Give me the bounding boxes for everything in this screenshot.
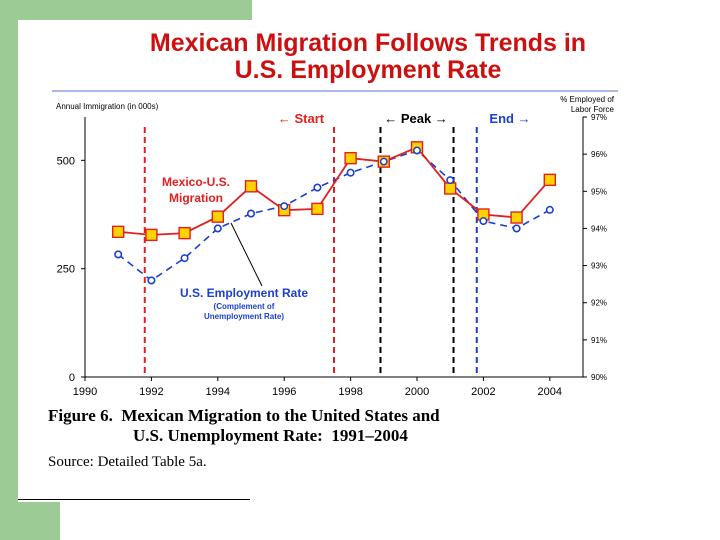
migration-point-1991 — [111, 225, 125, 239]
right-tick-label: 94% — [591, 224, 607, 233]
frame-top-bar — [0, 0, 252, 20]
employment-series-line — [117, 149, 551, 282]
migration-label-1: Mexico-U.S. — [162, 175, 230, 189]
employment-point-top-2003 — [512, 224, 521, 233]
annotation-start: ← Start — [278, 111, 325, 126]
right-axis-label-2: Labor Force — [571, 105, 615, 114]
employment-point-top-1995 — [247, 209, 255, 218]
employment-point-top-2004 — [545, 205, 554, 214]
left-axis-ticks: 0 250 500 — [57, 155, 85, 384]
migration-point-2004 — [543, 173, 556, 187]
employment-label-pointer — [230, 222, 263, 287]
series-layer — [111, 141, 556, 285]
migration-point-1997 — [311, 202, 324, 216]
x-tick-label: 2002 — [471, 386, 495, 398]
employment-point-top-1992 — [147, 276, 156, 285]
right-tick-label: 93% — [591, 262, 607, 271]
frame-left-bar — [0, 0, 18, 540]
caption-line-1: Figure 6. Mexican Migration to the Unite… — [48, 406, 440, 425]
employment-note-1: (Complement of — [214, 302, 275, 311]
footer-rule — [18, 499, 250, 500]
employment-point-top-1997 — [313, 183, 322, 192]
x-tick-label: 1992 — [139, 386, 163, 398]
left-tick-label: 250 — [57, 264, 75, 276]
x-axis-ticks: 1990 1992 1994 1996 1998 2000 2002 2004 — [73, 377, 562, 398]
migration-point-1998 — [344, 151, 357, 165]
employment-point-top-1999 — [379, 157, 388, 166]
employment-point-top-2002 — [479, 217, 488, 225]
x-tick-label: 1990 — [73, 386, 97, 398]
caption-line-2: U.S. Unemployment Rate: 1991–2004 — [133, 426, 408, 445]
right-tick-label: 92% — [591, 299, 607, 308]
right-tick-label: 91% — [591, 336, 607, 345]
employment-point-top-1994 — [213, 224, 222, 233]
annotation-end: End → — [489, 111, 530, 126]
right-axis-label-1: % Employed of — [560, 95, 615, 104]
employment-point-top-1996 — [280, 202, 289, 211]
migration-point-1993 — [178, 226, 191, 240]
employment-label: U.S. Employment Rate — [180, 286, 308, 300]
employment-point-top-2001 — [446, 176, 455, 185]
right-tick-label: 97% — [591, 113, 607, 122]
left-tick-label: 0 — [69, 372, 75, 384]
right-tick-label: 95% — [591, 187, 607, 196]
x-tick-label: 2004 — [538, 386, 562, 398]
migration-point-2003 — [510, 211, 523, 224]
migration-point-1992 — [145, 228, 158, 242]
frame-bottom-block — [0, 502, 60, 540]
migration-label-2: Migration — [169, 191, 223, 205]
chart: Annual Immigration (in 000s) % Employed … — [52, 90, 618, 398]
migration-point-1994 — [211, 210, 225, 223]
x-tick-label: 1994 — [206, 386, 230, 398]
reference-lines — [143, 127, 478, 377]
employment-note-2: Unemployment Rate) — [204, 312, 284, 321]
slide-title: Mexican Migration Follows Trends in U.S.… — [38, 30, 698, 84]
x-tick-label: 2000 — [405, 386, 429, 398]
right-axis-ticks: 90% 91% 92% 93% 94% 95% 96% 97% — [583, 113, 607, 382]
annotation-peak: ← Peak → — [384, 111, 448, 126]
title-line-1: Mexican Migration Follows Trends in — [149, 29, 587, 57]
migration-point-2001 — [444, 182, 457, 195]
migration-point-1995 — [244, 180, 258, 193]
employment-point-top-2000 — [413, 146, 421, 155]
left-tick-label: 500 — [57, 155, 75, 167]
source-note: Source: Detailed Table 5a. — [48, 454, 207, 470]
employment-point-top-1998 — [346, 168, 355, 177]
right-tick-label: 96% — [591, 150, 607, 159]
employment-point-top-1993 — [180, 254, 189, 263]
slide: Mexican Migration Follows Trends in U.S.… — [18, 20, 718, 502]
x-tick-label: 1996 — [272, 386, 296, 398]
right-tick-label: 90% — [591, 373, 607, 382]
title-line-2: U.S. Employment Rate — [234, 56, 502, 84]
figure-caption: Figure 6. Mexican Migration to the Unite… — [48, 406, 440, 446]
left-axis-label: Annual Immigration (in 000s) — [56, 102, 159, 111]
x-tick-label: 1998 — [338, 386, 362, 398]
employment-point-top-1991 — [114, 250, 123, 259]
